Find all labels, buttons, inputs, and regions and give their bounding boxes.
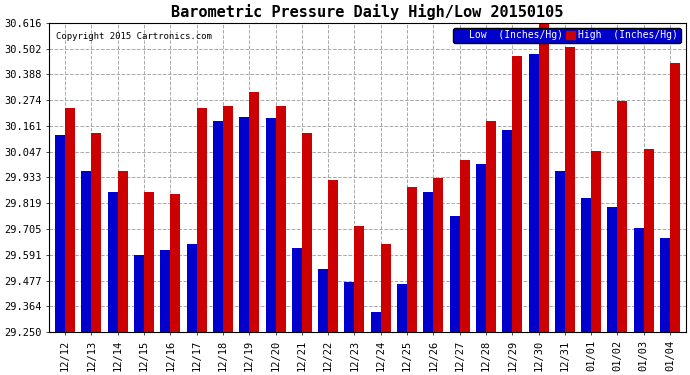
Bar [433, 178, 443, 332]
Bar [670, 63, 680, 332]
Legend: Low  (Inches/Hg), High  (Inches/Hg): Low (Inches/Hg), High (Inches/Hg) [453, 28, 681, 44]
Bar [118, 171, 128, 332]
Bar [223, 106, 233, 332]
Bar [144, 192, 154, 332]
Bar [302, 133, 312, 332]
Title: Barometric Pressure Daily High/Low 20150105: Barometric Pressure Daily High/Low 20150… [171, 4, 564, 20]
Bar [618, 101, 627, 332]
Bar [424, 192, 433, 332]
Bar [450, 216, 460, 332]
Bar [292, 248, 302, 332]
Bar [344, 282, 355, 332]
Bar [239, 117, 249, 332]
Bar [213, 122, 223, 332]
Bar [512, 56, 522, 332]
Bar [91, 133, 101, 332]
Bar [81, 171, 91, 332]
Bar [108, 192, 118, 332]
Bar [555, 171, 565, 332]
Bar [355, 225, 364, 332]
Bar [328, 180, 338, 332]
Bar [397, 284, 407, 332]
Bar [591, 151, 601, 332]
Bar [660, 238, 670, 332]
Bar [186, 244, 197, 332]
Bar [275, 106, 286, 332]
Bar [581, 198, 591, 332]
Bar [381, 244, 391, 332]
Bar [460, 160, 470, 332]
Bar [538, 24, 549, 332]
Bar [502, 130, 512, 332]
Bar [134, 255, 144, 332]
Bar [249, 92, 259, 332]
Bar [371, 312, 381, 332]
Bar [55, 135, 65, 332]
Bar [529, 54, 538, 332]
Bar [486, 122, 496, 332]
Bar [318, 268, 328, 332]
Bar [407, 187, 417, 332]
Text: Copyright 2015 Cartronics.com: Copyright 2015 Cartronics.com [56, 32, 212, 41]
Bar [476, 164, 486, 332]
Bar [607, 207, 618, 332]
Bar [65, 108, 75, 332]
Bar [160, 251, 170, 332]
Bar [565, 47, 575, 332]
Bar [266, 118, 275, 332]
Bar [633, 228, 644, 332]
Bar [170, 194, 180, 332]
Bar [197, 108, 206, 332]
Bar [644, 148, 653, 332]
